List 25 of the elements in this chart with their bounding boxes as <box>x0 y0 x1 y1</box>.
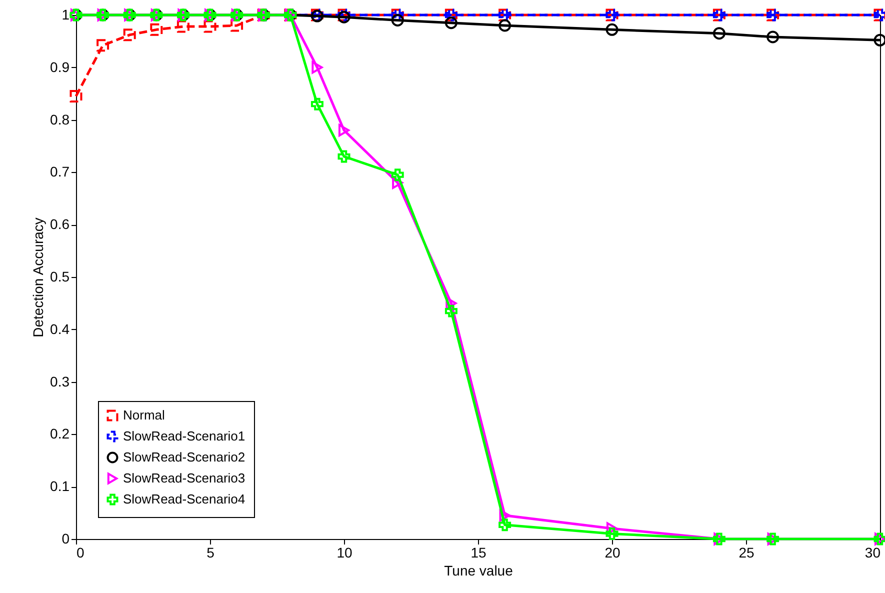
x-tick-label: 15 <box>470 544 486 560</box>
y-tick-label: 0.9 <box>50 58 70 75</box>
legend-label: SlowRead-Scenario4 <box>123 492 246 506</box>
y-tick-label: 0.6 <box>50 216 70 232</box>
legend-label: SlowRead-Scenario1 <box>123 428 246 444</box>
x-tick-label: 20 <box>604 544 620 560</box>
legend-label: Normal <box>123 408 166 422</box>
y-axis-title: Detection Accuracy <box>30 218 46 338</box>
x-tick-label: 30 <box>864 544 881 560</box>
x-tick-label: 0 <box>76 544 84 560</box>
y-tick-label: 0.7 <box>50 164 70 180</box>
y-tick-label: 0 <box>62 530 70 546</box>
x-tick-label: 10 <box>336 544 352 560</box>
y-tick-label: 1 <box>62 6 70 22</box>
y-tick-label: 0.4 <box>50 320 70 337</box>
y-tick-label: 0.3 <box>50 373 70 390</box>
y-tick-label: 0.8 <box>50 111 70 128</box>
legend-label: SlowRead-Scenario2 <box>123 450 246 464</box>
x-tick-label: 25 <box>738 544 754 560</box>
legend-label: SlowRead-Scenario3 <box>123 470 246 486</box>
y-tick-label: 0.2 <box>50 426 70 442</box>
x-tick-label: 5 <box>206 544 215 560</box>
x-axis-title: Tune value <box>444 562 514 578</box>
y-tick-label: 0.1 <box>50 478 70 494</box>
y-tick-label: 0.5 <box>50 268 70 284</box>
